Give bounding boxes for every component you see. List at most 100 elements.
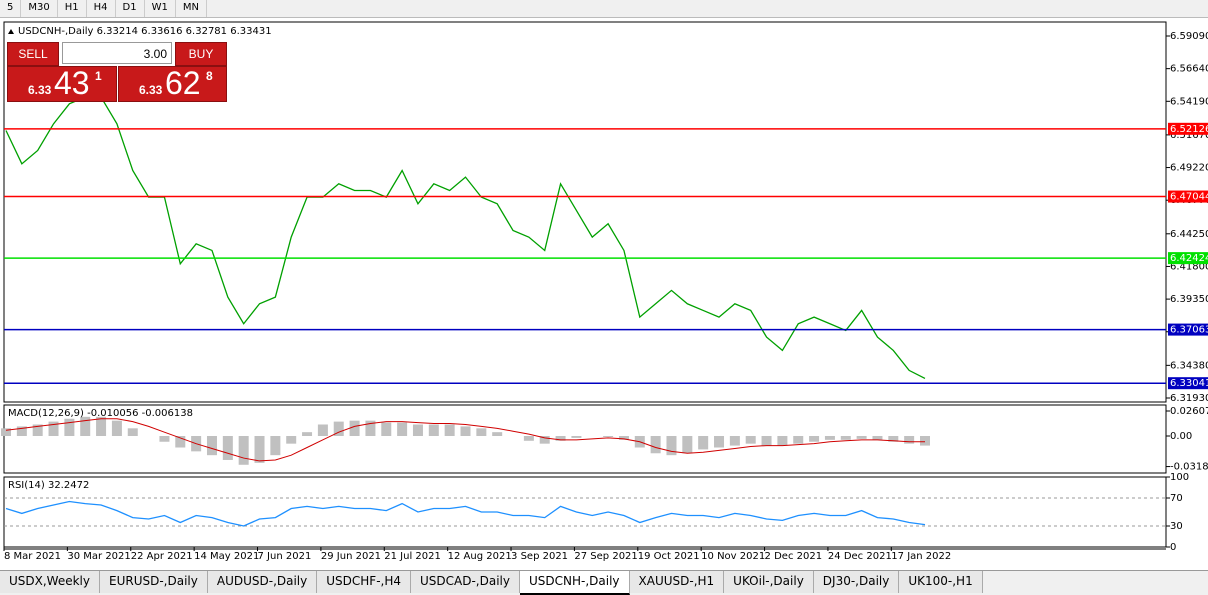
volume-input[interactable]: 3.00: [62, 42, 172, 64]
level-label: 6.42424: [1170, 253, 1208, 264]
macd-bar: [16, 426, 27, 436]
timeframe-button[interactable]: 5: [0, 0, 22, 17]
chart-tab[interactable]: USDCNH-,Daily: [519, 571, 630, 595]
ask-main: 62: [165, 65, 201, 101]
chart-tab[interactable]: UKOil-,Daily: [724, 571, 814, 593]
y-tick-label: 100: [1170, 472, 1189, 483]
x-tick-label: 12 Aug 2021: [448, 551, 512, 562]
level-label: 6.47044: [1170, 192, 1208, 203]
macd-bar: [64, 418, 75, 436]
macd-bar: [555, 435, 566, 441]
macd-bar: [302, 432, 313, 436]
timeframe-button[interactable]: MN: [176, 0, 207, 17]
y-tick-label: -0.031872: [1170, 462, 1208, 473]
macd-bar: [286, 435, 297, 444]
price-line: [5, 96, 926, 379]
macd-bar: [618, 435, 629, 440]
macd-bar: [824, 435, 835, 440]
y-tick-label: 70: [1170, 493, 1183, 504]
macd-bar: [920, 435, 930, 446]
macd-bar: [349, 420, 360, 436]
macd-bar: [317, 424, 328, 436]
y-tick-label: 6.44250: [1170, 229, 1208, 240]
chart-tab[interactable]: DJ30-,Daily: [813, 571, 900, 593]
macd-bar: [603, 435, 614, 437]
price-line: [5, 500, 926, 527]
chart-tab[interactable]: UK100-,H1: [899, 571, 983, 593]
panel-frame: [3, 476, 1167, 548]
y-tick-label: 6.56640: [1170, 64, 1208, 75]
macd-bar: [682, 435, 693, 454]
macd-bar: [222, 435, 233, 460]
y-tick-label: 6.39350: [1170, 294, 1208, 305]
macd-bar: [80, 416, 91, 436]
macd-bar: [270, 435, 281, 456]
timeframe-button[interactable]: M30: [21, 0, 58, 17]
level-tag: [1168, 377, 1208, 390]
macd-bar: [888, 435, 899, 442]
y-tick-label: 6.31930: [1170, 393, 1208, 404]
bid-big: 6.33: [28, 83, 52, 97]
x-tick-label: 8 Mar 2021: [4, 551, 61, 562]
chart-title: USDCNH-,Daily 6.33214 6.33616 6.32781 6.…: [18, 26, 272, 37]
macd-bar: [856, 435, 867, 439]
chart-tab[interactable]: USDX,Weekly: [0, 571, 100, 593]
macd-bar: [333, 421, 344, 436]
macd-bar: [729, 435, 740, 446]
bid-main: 43: [54, 65, 90, 101]
x-tick-label: 22 Apr 2021: [131, 551, 193, 562]
timeframe-button[interactable]: H4: [87, 0, 116, 17]
x-tick-label: 30 Mar 2021: [67, 551, 130, 562]
macd-bar: [809, 435, 820, 442]
chart-tab[interactable]: EURUSD-,Daily: [100, 571, 208, 593]
macd-bar: [397, 422, 408, 436]
x-tick-label: 29 Jun 2021: [321, 551, 381, 562]
macd-bar: [175, 435, 186, 448]
macd-bar: [698, 435, 709, 450]
chart-tab[interactable]: AUDUSD-,Daily: [207, 571, 318, 593]
indicator-title: MACD(12,26,9) -0.010056 -0.006138: [8, 408, 193, 419]
sell-button[interactable]: SELL: [7, 42, 59, 66]
bid-small: 1: [95, 69, 102, 83]
level-label: 6.52126: [1170, 124, 1208, 135]
level-tag: [1168, 122, 1208, 135]
y-tick-label: 6.41800: [1170, 261, 1208, 272]
y-tick-label: 0.00: [1170, 431, 1192, 442]
signal-line: [5, 418, 925, 462]
ask-price[interactable]: 6.33 62 8: [118, 65, 227, 102]
y-tick-label: 0: [1170, 542, 1176, 553]
macd-bar: [1, 428, 11, 436]
y-tick-label: 0.02607: [1170, 406, 1208, 417]
macd-bar: [127, 428, 138, 436]
x-tick-label: 17 Jan 2022: [891, 551, 951, 562]
macd-bar: [745, 435, 756, 444]
macd-bar: [365, 420, 376, 436]
macd-bar: [666, 435, 677, 456]
macd-bar: [381, 422, 392, 436]
macd-bar: [539, 435, 550, 444]
macd-bar: [412, 424, 423, 436]
y-tick-label: 30: [1170, 521, 1183, 532]
x-tick-label: 14 May 2021: [194, 551, 259, 562]
x-tick-label: 10 Nov 2021: [701, 551, 765, 562]
macd-bar: [650, 435, 661, 454]
timeframe-button[interactable]: H1: [58, 0, 87, 17]
macd-bar: [840, 435, 851, 440]
timeframe-toolbar: 5 M30 H1 H4 D1 W1 MN: [0, 0, 1208, 18]
x-tick-label: 21 Jul 2021: [384, 551, 441, 562]
macd-bar: [523, 435, 534, 441]
ask-big: 6.33: [139, 83, 163, 97]
chart-tab[interactable]: XAUUSD-,H1: [629, 571, 725, 593]
timeframe-button[interactable]: W1: [145, 0, 176, 17]
macd-bar: [476, 428, 487, 436]
buy-button[interactable]: BUY: [175, 42, 227, 66]
chart-tab[interactable]: USDCHF-,H4: [317, 571, 411, 593]
chart: 6.590906.566406.541906.516706.492206.467…: [1, 21, 1208, 562]
bid-price[interactable]: 6.33 43 1: [7, 65, 117, 102]
chart-tab[interactable]: USDCAD-,Daily: [411, 571, 520, 593]
trade-panel: SELL 3.00 BUY 6.33 43 1 6.33 62 8: [7, 42, 227, 102]
x-tick-label: 7 Jun 2021: [258, 551, 312, 562]
timeframe-button[interactable]: D1: [116, 0, 145, 17]
macd-bar: [428, 424, 439, 436]
